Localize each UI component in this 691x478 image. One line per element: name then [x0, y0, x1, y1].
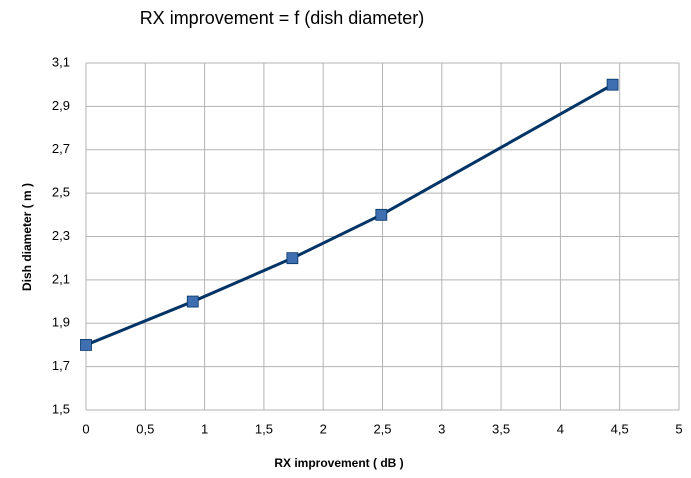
- x-tick-label: 0: [82, 421, 89, 436]
- y-tick-label: 2,3: [52, 228, 70, 243]
- data-point: [80, 339, 92, 351]
- x-tick-label: 4,5: [611, 421, 629, 436]
- x-tick-label: 5: [675, 421, 682, 436]
- chart-title: RX improvement = f (dish diameter): [140, 8, 425, 28]
- x-tick-label: 4: [557, 421, 564, 436]
- data-point: [186, 295, 199, 308]
- x-tick-label: 2,5: [373, 421, 391, 436]
- x-axis-label: RX improvement ( dB ): [274, 456, 403, 470]
- y-tick-label: 3,1: [52, 54, 70, 69]
- data-point: [286, 252, 299, 265]
- y-tick-label: 2,9: [52, 98, 70, 113]
- y-tick-label: 1,9: [52, 315, 70, 330]
- x-tick-label: 2: [320, 421, 327, 436]
- y-tick-label: 2,7: [52, 141, 70, 156]
- y-tick-label: 1,7: [52, 358, 70, 373]
- x-tick-label: 1: [201, 421, 208, 436]
- x-tick-label: 1,5: [255, 421, 273, 436]
- y-axis-label: Dish diameter ( m ): [20, 183, 34, 291]
- y-tick-label: 2,1: [52, 271, 70, 286]
- x-tick-label: 3: [438, 421, 445, 436]
- data-point: [606, 78, 619, 91]
- data-point: [375, 208, 388, 221]
- x-tick-label: 3,5: [492, 421, 510, 436]
- y-tick-label: 1,5: [52, 401, 70, 416]
- y-tick-label: 2,5: [52, 185, 70, 200]
- x-tick-label: 0,5: [136, 421, 154, 436]
